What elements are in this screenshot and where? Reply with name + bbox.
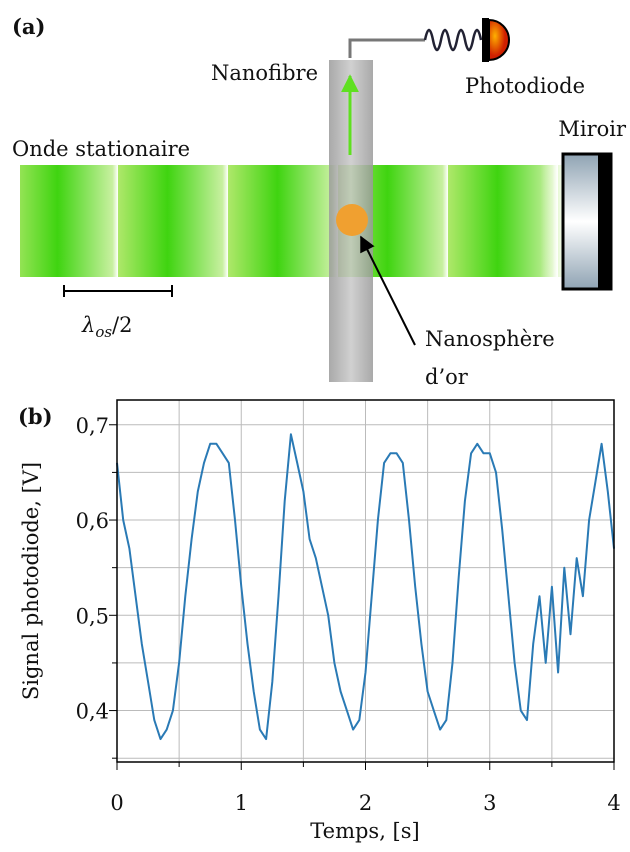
label: Nanofibre <box>211 61 318 85</box>
panel-label: (a) <box>12 14 45 39</box>
x-tick-label: 2 <box>359 791 372 815</box>
signal-line <box>116 433 615 741</box>
photodiode-base <box>482 18 489 62</box>
wave-fade <box>400 165 565 277</box>
pointer-arrow <box>360 235 416 346</box>
x-tick-label: 3 <box>483 791 496 815</box>
label: d’or <box>425 365 469 389</box>
label: Nanosphère <box>425 327 555 351</box>
y-tick-label: 0,7 <box>76 414 109 438</box>
panel-label: (b) <box>18 404 53 429</box>
suffix: /2 <box>112 313 132 337</box>
y-axis-label: Signal photodiode, [V] <box>19 462 43 700</box>
plot-frame <box>116 399 615 763</box>
lambda-label: λos/2 <box>81 313 132 341</box>
mirror-back <box>598 154 612 289</box>
fibre-lead <box>348 38 425 58</box>
y-tick-label: 0,4 <box>76 700 109 724</box>
x-tick-label: 0 <box>110 791 123 815</box>
label: Photodiode <box>465 74 585 98</box>
x-tick-label: 1 <box>235 791 248 815</box>
spring <box>423 28 483 52</box>
label: Onde stationaire <box>12 137 190 161</box>
y-tick-label: 0,6 <box>76 509 109 533</box>
subscript: os <box>95 323 112 341</box>
symbol: λ <box>81 313 95 337</box>
scale-bar <box>63 285 173 297</box>
nanosphere <box>336 204 368 236</box>
label: Miroir <box>558 117 627 141</box>
x-tick-label: 4 <box>607 791 620 815</box>
photodiode <box>488 18 510 62</box>
x-axis-label: Temps, [s] <box>310 819 419 843</box>
y-tick-label: 0,5 <box>76 604 109 628</box>
